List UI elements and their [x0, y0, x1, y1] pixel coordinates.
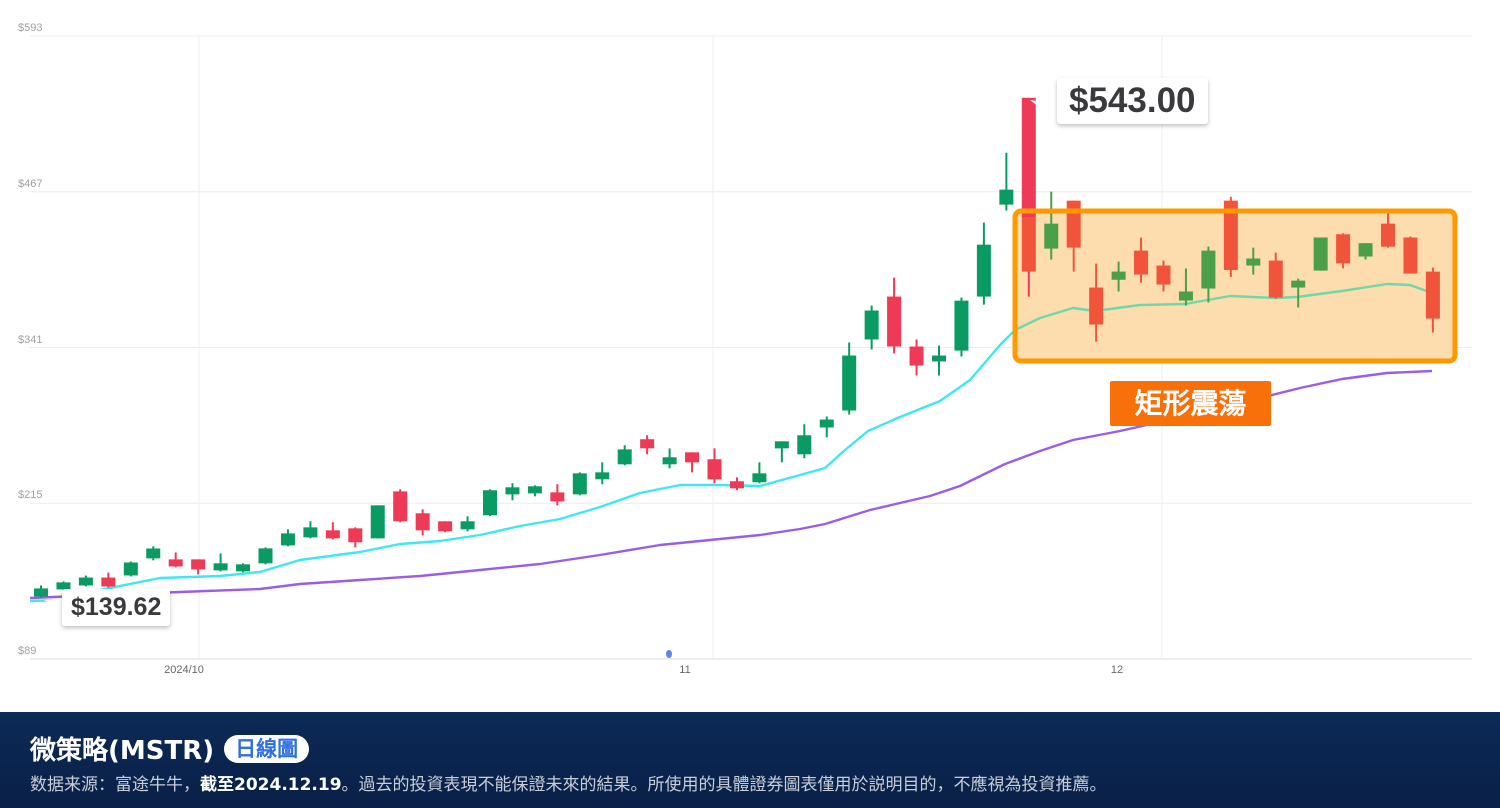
- y-tick-label: $89: [18, 645, 37, 657]
- candle-body: [1044, 223, 1059, 249]
- candle-body: [842, 355, 857, 411]
- candle-body: [1178, 291, 1193, 301]
- start-price-callout: $139.62: [62, 589, 171, 626]
- candle-body: [819, 419, 834, 428]
- candle-body: [280, 533, 295, 546]
- candle-body: [78, 577, 93, 586]
- ma-short-line-in-box: [1014, 282, 1433, 332]
- candle-body: [864, 310, 879, 340]
- candle-body: [348, 528, 363, 543]
- disclaimer-text: 数据来源：富途牛牛，截至2024.12.19。過去的投資表現不能保證未來的結果。…: [30, 770, 1107, 795]
- candle-body: [1021, 217, 1036, 272]
- y-tick-label: $593: [18, 22, 43, 34]
- candle-body: [1021, 97, 1036, 217]
- ma-short-line: [29, 329, 1016, 603]
- disclaimer-body: 。過去的投資表現不能保證未來的結果。所使用的具體證券圖表僅用於説明目的，不應視為…: [341, 775, 1107, 795]
- candle-body: [1381, 223, 1395, 247]
- candle-body: [1156, 265, 1171, 285]
- candle-body: [1313, 237, 1328, 271]
- as-of-date: 截至2024.12.19: [200, 775, 342, 795]
- candle-body: [370, 505, 385, 539]
- callout-pointer: [44, 598, 66, 612]
- candle-body: [146, 548, 161, 559]
- candle-body: [34, 588, 48, 597]
- candle-body: [976, 244, 991, 297]
- candle-body: [662, 457, 677, 465]
- candle-body: [191, 559, 206, 570]
- chart-canvas: [29, 35, 1472, 660]
- candle-body: [752, 473, 767, 483]
- candle-body: [1358, 243, 1373, 257]
- candle-body: [236, 564, 251, 572]
- candle-body: [325, 530, 340, 539]
- candle-body: [797, 435, 812, 455]
- chart-type-badge: 日線圖: [224, 734, 310, 763]
- candle-body: [1425, 271, 1440, 319]
- candle-body: [685, 452, 700, 463]
- candle-body: [954, 300, 969, 351]
- candle-body: [729, 481, 744, 489]
- candle-body: [258, 548, 273, 564]
- candle-body: [1111, 271, 1126, 280]
- candle-body: [1223, 200, 1238, 270]
- candle-body: [999, 189, 1014, 205]
- y-tick-label: $215: [18, 489, 43, 501]
- stock-name: 微策略(MSTR): [30, 736, 215, 766]
- candle-body: [932, 355, 946, 362]
- candle-body: [123, 562, 138, 576]
- candle-body: [1089, 287, 1104, 325]
- source-text: 数据来源：富途牛牛，: [30, 775, 200, 795]
- candle-body: [1134, 250, 1149, 275]
- candle-body: [460, 521, 475, 530]
- x-tick-label: 2024/10: [164, 664, 204, 676]
- candle-body: [887, 296, 902, 347]
- candle-body: [707, 459, 722, 480]
- candle-body: [1291, 280, 1306, 288]
- candle-body: [438, 521, 453, 532]
- candle-body: [213, 563, 228, 571]
- candle-body: [1066, 200, 1081, 248]
- candle-body: [168, 559, 183, 567]
- candle-body: [303, 527, 318, 538]
- candle-body: [101, 577, 116, 587]
- candle-body: [527, 486, 542, 494]
- rectangle-pattern-label: 矩形震蕩: [1110, 381, 1271, 426]
- candle-body: [1403, 237, 1418, 274]
- candle-body: [595, 472, 610, 480]
- candle-body: [483, 490, 497, 516]
- range-box-border: [1012, 208, 1458, 364]
- candle-body: [550, 492, 565, 502]
- y-tick-label: $467: [18, 178, 43, 190]
- candle-body: [1246, 258, 1261, 266]
- time-marker-dot: [666, 650, 672, 658]
- candle-body: [617, 449, 632, 465]
- candle-body: [1268, 260, 1283, 298]
- candle-body: [1336, 234, 1351, 264]
- high-price-callout: $543.00: [1057, 78, 1208, 124]
- candle-body: [909, 346, 924, 366]
- y-tick-label: $341: [18, 334, 43, 346]
- candle-body: [56, 582, 71, 590]
- candlestick-chart: $593 $467 $341 $215 $89 2024/10 11 12 $5…: [18, 22, 1472, 676]
- stock-title: 微策略(MSTR) 日線圖: [30, 730, 310, 767]
- callout-pointer: [1030, 100, 1060, 124]
- candle-body: [774, 441, 789, 449]
- x-tick-label: 11: [679, 664, 691, 676]
- candle-body: [572, 473, 587, 495]
- candle-body: [640, 439, 655, 449]
- x-tick-label: 12: [1110, 664, 1124, 676]
- candle-body: [505, 487, 520, 495]
- candle-body: [415, 513, 430, 531]
- footer-banner: 微策略(MSTR) 日線圖 数据来源：富途牛牛，截至2024.12.19。過去的…: [0, 712, 1500, 808]
- candle-body: [393, 491, 408, 522]
- candle-body: [1201, 250, 1216, 289]
